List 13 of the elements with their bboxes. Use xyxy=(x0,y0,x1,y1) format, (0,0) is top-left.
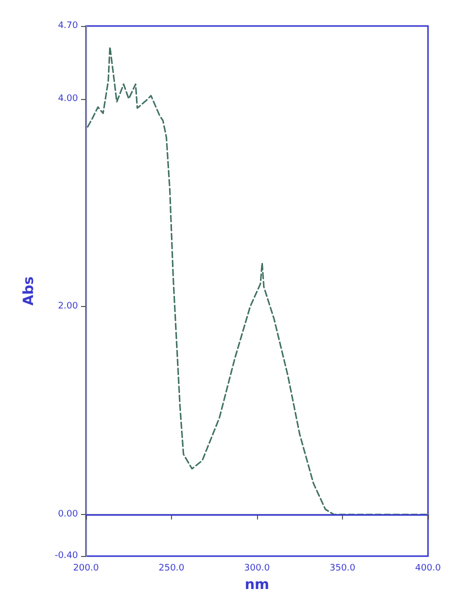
y-tick-label: -0.40 xyxy=(54,551,78,562)
x-axis-title: nm xyxy=(244,577,270,593)
y-axis-title: Abs xyxy=(21,276,37,306)
line-series xyxy=(86,46,429,516)
y-tick-label: 0.00 xyxy=(58,510,78,520)
x-tick-label: 400.0 xyxy=(415,564,442,574)
y-tick-label: 2.00 xyxy=(58,302,78,312)
x-tick-label: 200.0 xyxy=(73,564,100,574)
x-tick-label: 300.0 xyxy=(244,564,270,574)
x-tick-label: 250.0 xyxy=(158,564,185,574)
y-tick-label: 4.70 xyxy=(58,21,78,31)
x-tick-label: 350.0 xyxy=(330,564,356,574)
y-tick-label: 4.00 xyxy=(58,94,78,104)
